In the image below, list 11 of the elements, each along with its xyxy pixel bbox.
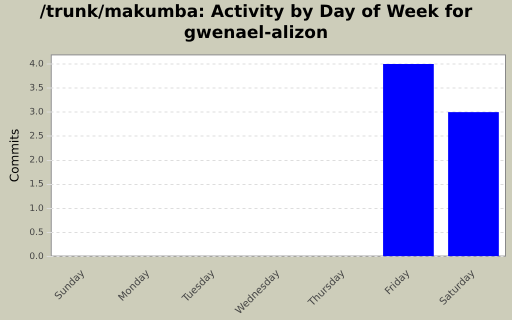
y-tick-label: 4.0 [29,59,44,70]
y-tick-label: 3.5 [29,83,44,94]
y-tick-label: 3.0 [29,108,44,118]
y-tick-label: 0.5 [29,228,44,238]
y-tick-label: 0.0 [29,252,44,262]
chart-title: /trunk/makumba: Activity by Day of Week for gwenael-alizon [38,1,474,45]
y-tick-label: 1.5 [29,180,44,190]
y-tick-label: 1.0 [29,204,44,214]
y-axis-title: Commits [7,128,22,182]
y-tick-label: 2.5 [29,132,44,142]
y-tick-label: 2.0 [29,156,44,166]
